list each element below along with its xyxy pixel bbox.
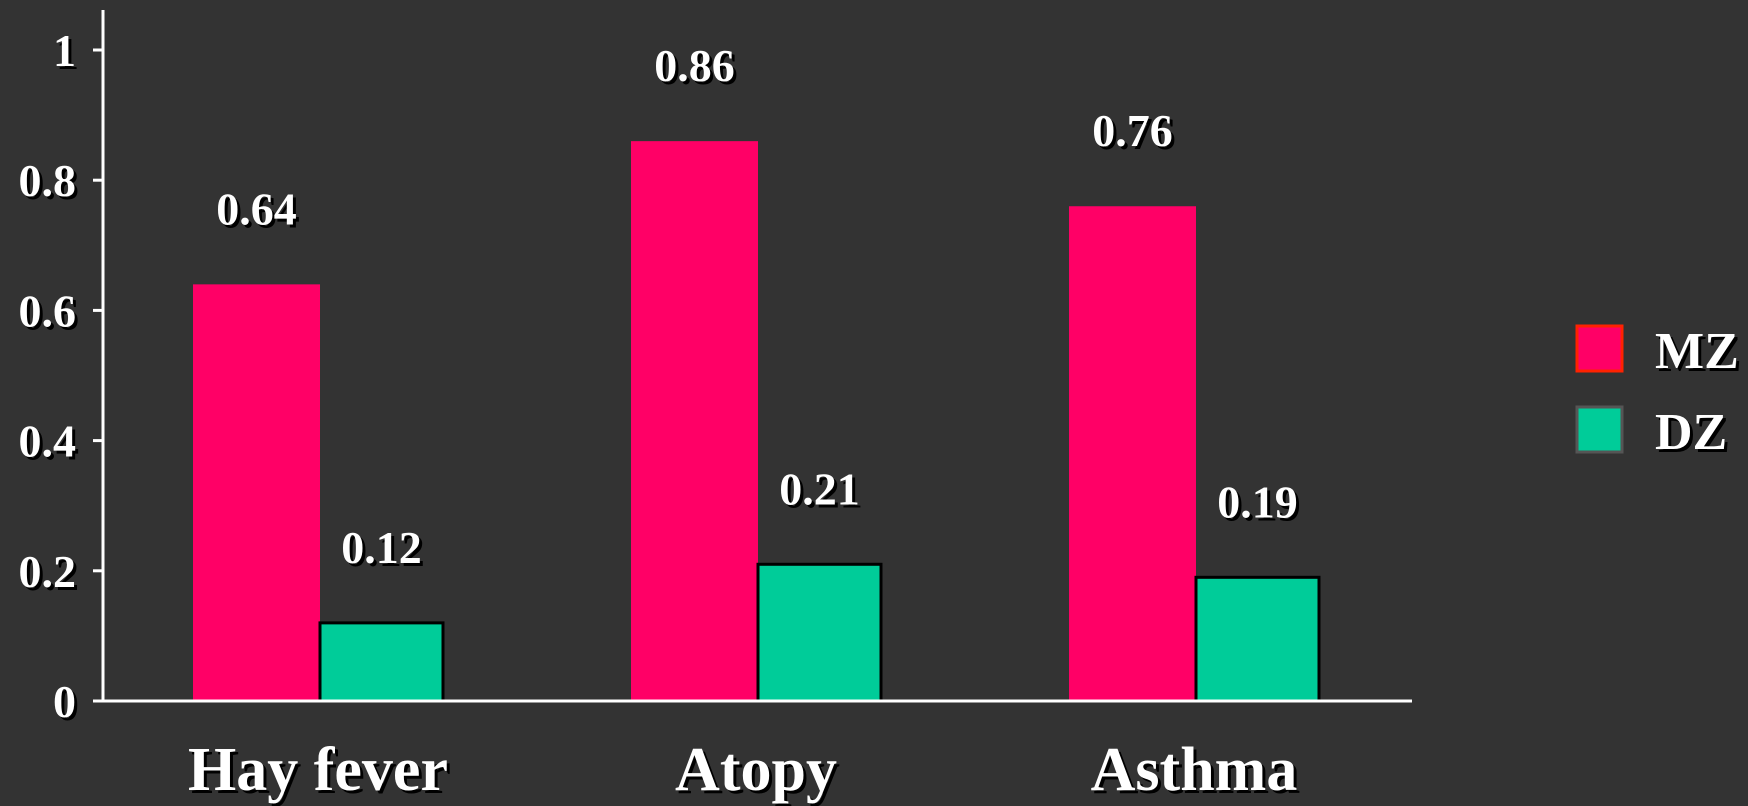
y-tick-label-2-shadow: 0.4 <box>22 419 80 470</box>
data-label-dz-1-shadow: 0.21 <box>782 466 863 517</box>
bar-mz-asthma <box>1069 206 1196 702</box>
y-tick-label-2: 0.40.4 <box>19 416 80 470</box>
y-tick-label-1-text: 0.2 <box>19 546 77 597</box>
data-label-mz-1-text: 0.86 <box>654 40 735 91</box>
labels-layer: 0.640.64 0.860.86 0.760.76 0.120.12 0.210.21… <box>188 40 1301 806</box>
y-tick-label-5-text: 1 <box>53 25 76 76</box>
x-category-label-atopy-shadow: Atopy <box>678 739 840 806</box>
y-tick-label-0: 00 <box>53 676 79 730</box>
y-tick-label-3-text: 0.6 <box>19 285 77 336</box>
bars-layer <box>193 141 1321 703</box>
y-tick-label-1-shadow: 0.2 <box>22 549 80 600</box>
data-label-dz-0-shadow: 0.12 <box>344 525 425 576</box>
data-label-dz-2-shadow: 0.19 <box>1220 479 1301 530</box>
data-label-dz-0-text: 0.12 <box>341 522 422 573</box>
y-tick-label-2-text: 0.4 <box>19 416 77 467</box>
legend-label-dz-shadow: DZ <box>1658 407 1730 464</box>
y-tick-label-1: 0.20.2 <box>19 546 80 600</box>
data-label-mz-1: 0.860.86 <box>654 40 738 94</box>
x-category-label-hay-fever-text: Hay fever <box>188 736 448 804</box>
data-label-mz-0: 0.640.64 <box>216 183 300 237</box>
data-label-mz-0-text: 0.64 <box>216 183 297 234</box>
legend-label-mz-text: MZ <box>1655 323 1739 380</box>
y-tick-label-4: 0.80.8 <box>19 155 80 209</box>
y-tick-label-3-shadow: 0.6 <box>22 288 80 339</box>
data-label-mz-0-shadow: 0.64 <box>219 186 300 237</box>
data-label-dz-0: 0.120.12 <box>341 522 425 576</box>
y-tick-label-5: 11 <box>53 25 79 79</box>
data-label-dz-1-text: 0.21 <box>779 463 860 514</box>
x-category-label-asthma-text: Asthma <box>1091 736 1298 804</box>
legend-label-dz-text: DZ <box>1655 404 1727 461</box>
data-label-mz-1-shadow: 0.86 <box>657 43 738 94</box>
data-label-mz-2-text: 0.76 <box>1092 105 1173 156</box>
data-label-mz-2: 0.760.76 <box>1092 105 1176 159</box>
bar-dz-atopy <box>756 562 883 703</box>
y-tick-label-0-shadow: 0 <box>56 679 79 730</box>
x-category-label-asthma-shadow: Asthma <box>1094 739 1301 806</box>
bar-dz-asthma <box>1194 575 1321 703</box>
axes-layer: 00 0.20.2 0.40.4 0.60.6 0.80.8 11 <box>19 10 1412 730</box>
bar-mz-atopy <box>631 141 758 701</box>
x-category-label-hay-fever-shadow: Hay fever <box>191 739 451 806</box>
data-label-dz-2: 0.190.19 <box>1217 476 1301 530</box>
bar-dz-hay-fever <box>318 621 445 703</box>
legend-label-mz-shadow: MZ <box>1658 326 1742 383</box>
data-label-dz-1: 0.210.21 <box>779 463 863 517</box>
y-tick-label-5-shadow: 1 <box>56 28 79 79</box>
y-tick-label-4-shadow: 0.8 <box>22 158 80 209</box>
y-tick-label-0-text: 0 <box>53 676 76 727</box>
data-label-mz-2-shadow: 0.76 <box>1095 108 1176 159</box>
x-category-label-atopy-text: Atopy <box>675 736 837 804</box>
y-tick-label-4-text: 0.8 <box>19 155 77 206</box>
bar-mz-hay-fever <box>193 284 320 701</box>
y-tick-label-3: 0.60.6 <box>19 285 80 339</box>
legend-swatch-mz <box>1575 324 1624 373</box>
data-label-dz-2-text: 0.19 <box>1217 476 1298 527</box>
legend-swatch-dz <box>1575 405 1624 454</box>
